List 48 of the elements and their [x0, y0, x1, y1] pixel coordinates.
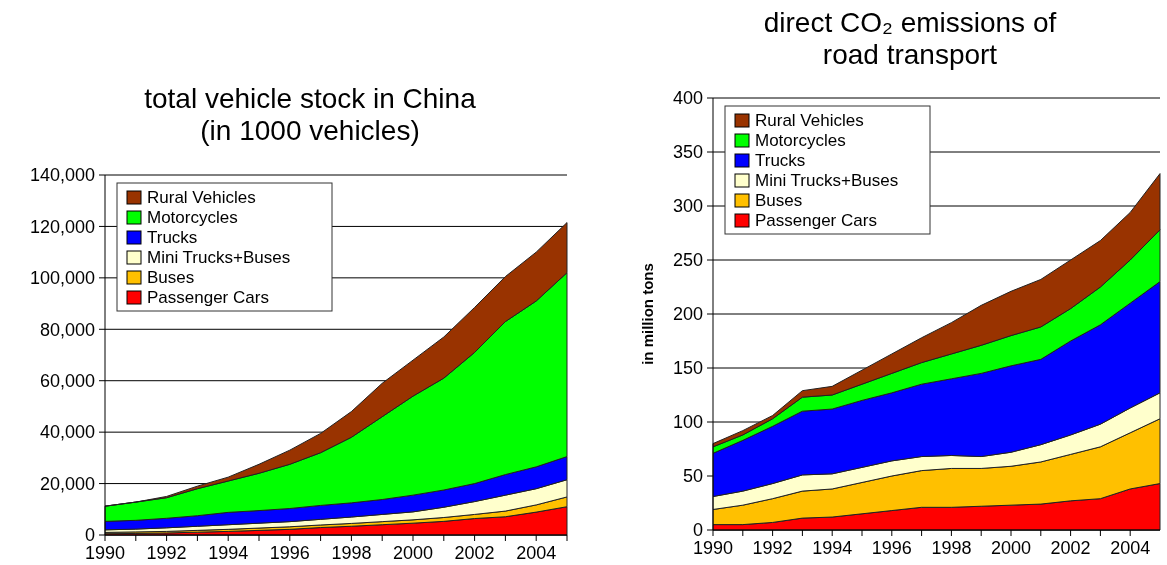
x-tick-label: 1992: [146, 543, 187, 563]
x-tick-label: 1998: [331, 543, 372, 563]
x-tick-label: 2004: [516, 543, 557, 563]
y-tick-label: 140,000: [29, 165, 95, 186]
y-tick-label: 400: [672, 88, 703, 109]
y-tick-label: 250: [672, 250, 703, 271]
legend-label: Passenger Cars: [755, 211, 877, 230]
legend-label: Trucks: [147, 228, 198, 247]
x-tick-label: 1992: [752, 538, 793, 558]
y-tick-label: 0: [692, 520, 703, 541]
y-tick-label: 20,000: [39, 473, 95, 494]
legend-label: Motorcycles: [147, 208, 238, 227]
y-tick-label: 350: [672, 142, 703, 163]
chart-title: direct CO₂ emissions of road transport: [763, 7, 1057, 70]
x-tick-label: 2000: [392, 543, 434, 563]
legend-label: Mini Trucks+Buses: [755, 171, 899, 190]
legend-label: Passenger Cars: [147, 288, 269, 307]
legend-label: Rural Vehicles: [755, 111, 864, 130]
y-tick-label: 100,000: [29, 268, 95, 289]
y-tick-label: 200: [672, 304, 703, 325]
y-tick-label: 80,000: [39, 319, 95, 340]
y-tick-label: 100: [672, 412, 703, 433]
x-tick-label: 2004: [1110, 538, 1151, 558]
x-tick-label: 1994: [812, 538, 853, 558]
x-tick-label: 1990: [84, 543, 126, 563]
x-tick-label: 1998: [931, 538, 972, 558]
x-tick-label: 2000: [990, 538, 1032, 558]
legend-label: Motorcycles: [755, 131, 846, 150]
x-tick-label: 2002: [454, 543, 495, 563]
y-tick-label: 120,000: [29, 216, 95, 237]
x-tick-label: 2002: [1050, 538, 1091, 558]
y-tick-label: 150: [672, 358, 703, 379]
y-tick-label: 40,000: [39, 422, 95, 443]
legend-label: Trucks: [755, 151, 806, 170]
legend-label: Buses: [755, 191, 803, 210]
y-tick-label: 0: [84, 525, 95, 546]
x-tick-label: 1994: [208, 543, 249, 563]
y-tick-label: 300: [672, 196, 703, 217]
x-tick-label: 1996: [871, 538, 912, 558]
legend-label: Buses: [147, 268, 195, 287]
y-tick-label: 60,000: [39, 371, 95, 392]
x-tick-label: 1996: [269, 543, 310, 563]
chart-title: total vehicle stock in China (in 1000 vehicles): [144, 83, 477, 146]
y-tick-label: 50: [682, 466, 703, 487]
x-tick-label: 1990: [692, 538, 734, 558]
legend-label: Rural Vehicles: [147, 188, 256, 207]
legend-label: Mini Trucks+Buses: [147, 248, 291, 267]
y-axis-title: in million tons: [639, 263, 656, 365]
